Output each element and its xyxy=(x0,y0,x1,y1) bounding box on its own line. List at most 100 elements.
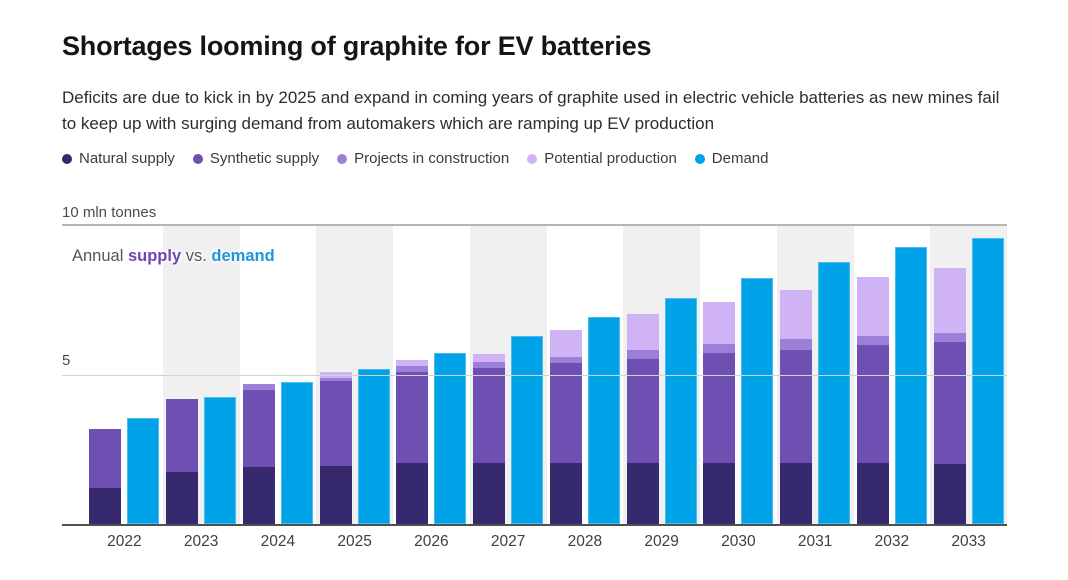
legend: Natural supply Synthetic supply Projects i… xyxy=(62,150,769,167)
year-group-2026 xyxy=(393,226,470,524)
plot-annotation: Annual supply vs. demand xyxy=(72,247,275,266)
projects-segment-2031 xyxy=(780,339,813,350)
potential-legend-dot-icon xyxy=(527,153,538,164)
demand-bar-2024 xyxy=(280,382,313,524)
annotation-supply-word: supply xyxy=(127,247,182,265)
supply-bar-2027 xyxy=(473,354,506,524)
potential-segment-2026 xyxy=(396,360,429,367)
natural-legend-dot-icon xyxy=(62,153,72,164)
supply-bar-2031 xyxy=(780,290,813,524)
supply-bar-2029 xyxy=(626,313,659,524)
legend-item-potential: Potential production xyxy=(527,150,677,167)
annotation-demand-word: demand xyxy=(211,247,275,265)
projects-segment-2026 xyxy=(396,366,429,373)
legend-label: Synthetic supply xyxy=(209,150,320,167)
synthetic-segment-2022 xyxy=(89,428,122,489)
chart-subtitle: Deficits are due to kick in by 2025 and … xyxy=(62,88,1000,133)
potential-segment-2027 xyxy=(473,354,506,362)
synthetic-segment-2025 xyxy=(319,380,352,466)
natural-segment-2030 xyxy=(703,462,736,524)
natural-segment-2032 xyxy=(856,462,889,524)
x-tick-2027: 2027 xyxy=(490,533,526,550)
synthetic-segment-2030 xyxy=(703,352,736,463)
natural-segment-2031 xyxy=(780,462,813,524)
demand-legend-dot-icon xyxy=(694,153,705,164)
synthetic-segment-2024 xyxy=(242,389,275,468)
x-axis-baseline xyxy=(62,524,1007,526)
x-axis-labels: 2022 2023 2024 2025 2026 2027 2028 2029 2030 2031… xyxy=(86,533,1007,551)
x-tick-2032: 2032 xyxy=(874,533,910,550)
demand-bar-2032 xyxy=(894,246,927,524)
year-group-2028 xyxy=(547,226,624,524)
bar-groups xyxy=(86,226,1007,524)
demand-bar-2023 xyxy=(204,397,237,524)
projects-segment-2028 xyxy=(549,357,582,364)
projects-legend-dot-icon xyxy=(337,153,348,164)
demand-bar-2030 xyxy=(741,278,774,524)
legend-item-synthetic: Synthetic supply xyxy=(192,150,320,167)
legend-item-projects: Projects in construction xyxy=(337,150,509,167)
supply-bar-2032 xyxy=(856,276,889,524)
synthetic-legend-dot-icon xyxy=(192,153,203,164)
natural-segment-2024 xyxy=(242,467,275,524)
supply-bar-2033 xyxy=(933,267,966,524)
projects-segment-2033 xyxy=(933,333,966,343)
natural-segment-2027 xyxy=(473,462,506,524)
x-tick-2022: 2022 xyxy=(107,533,142,550)
supply-bar-2023 xyxy=(166,398,199,524)
legend-item-demand: Demand xyxy=(694,150,769,167)
demand-bar-2031 xyxy=(818,261,851,524)
y-axis-mid-label: 5 xyxy=(62,352,71,369)
supply-bar-2030 xyxy=(703,302,736,524)
natural-segment-2029 xyxy=(626,462,659,524)
gridline-10 xyxy=(62,224,1007,226)
legend-label: Potential production xyxy=(544,150,677,167)
demand-bar-2028 xyxy=(587,316,620,524)
supply-bar-2026 xyxy=(396,360,429,524)
natural-segment-2023 xyxy=(166,471,199,524)
synthetic-segment-2028 xyxy=(549,363,582,463)
legend-item-natural: Natural supply xyxy=(62,150,175,167)
y-axis-top-label: 10 mln tonnes xyxy=(62,204,157,221)
year-group-2024 xyxy=(240,226,317,524)
potential-segment-2029 xyxy=(626,313,659,350)
x-tick-2033: 2033 xyxy=(951,533,986,550)
page-title: Shortages looming of graphite for EV bat… xyxy=(62,31,652,62)
year-group-2022 xyxy=(86,226,163,524)
synthetic-segment-2032 xyxy=(856,345,889,463)
potential-segment-2030 xyxy=(703,302,736,344)
plot-area: 5 Annual supply vs. demand xyxy=(62,224,1007,526)
x-tick-2031: 2031 xyxy=(797,533,833,550)
synthetic-segment-2029 xyxy=(626,358,659,463)
synthetic-segment-2027 xyxy=(473,367,506,463)
potential-segment-2033 xyxy=(933,267,966,334)
projects-segment-2025 xyxy=(319,378,352,381)
demand-bar-2025 xyxy=(357,369,390,524)
supply-bar-2022 xyxy=(89,428,122,524)
synthetic-segment-2026 xyxy=(396,372,429,463)
supply-bar-2028 xyxy=(549,330,582,524)
legend-label: Demand xyxy=(711,150,769,167)
annotation-middle: vs. xyxy=(181,247,212,265)
natural-segment-2025 xyxy=(319,465,352,524)
demand-bar-2029 xyxy=(664,297,697,524)
annotation-prefix: Annual xyxy=(72,247,128,265)
projects-segment-2030 xyxy=(703,343,736,353)
demand-bar-2026 xyxy=(434,352,467,524)
projects-segment-2029 xyxy=(626,349,659,359)
synthetic-segment-2033 xyxy=(933,342,966,465)
x-tick-2030: 2030 xyxy=(721,533,756,550)
x-tick-2029: 2029 xyxy=(644,533,679,550)
x-tick-2026: 2026 xyxy=(414,533,449,550)
natural-segment-2022 xyxy=(89,488,122,524)
potential-segment-2032 xyxy=(856,276,889,337)
x-tick-2025: 2025 xyxy=(337,533,372,550)
legend-label: Projects in construction xyxy=(354,150,510,167)
x-tick-2023: 2023 xyxy=(183,533,219,550)
supply-bar-2025 xyxy=(319,372,352,524)
demand-bar-2027 xyxy=(511,336,544,524)
natural-segment-2028 xyxy=(549,462,582,524)
potential-segment-2028 xyxy=(549,330,582,358)
year-group-2032 xyxy=(854,226,931,524)
